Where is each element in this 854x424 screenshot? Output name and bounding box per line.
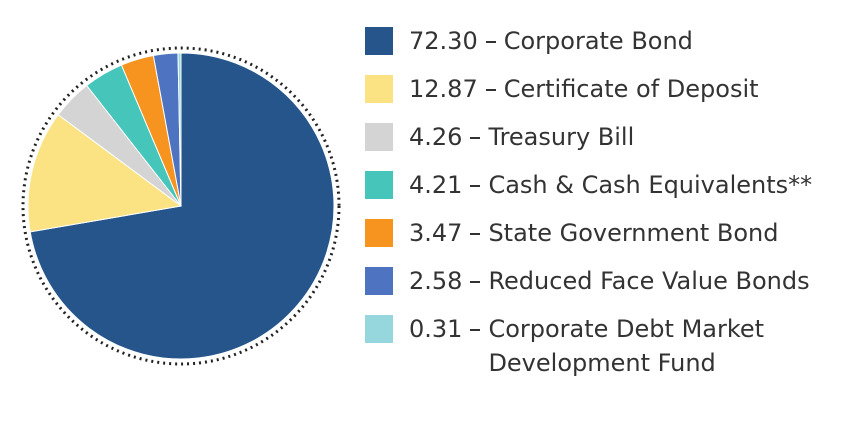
value-label: 3.47 [409,219,463,247]
legend-entry: 0.31 Corporate Debt Market Development Fu… [365,312,845,377]
legend: 72.30 Corporate Bond 12.87 Certificate of D… [365,24,845,377]
legend-swatch [365,123,393,151]
legend-label: Reduced Face Value Bonds [488,267,810,295]
value-label: 0.31 [409,315,463,343]
legend-swatch [365,267,393,295]
separator [470,137,481,139]
value-label: 2.58 [409,267,463,295]
separator [470,233,481,235]
legend-entry: 2.58 Reduced Face Value Bonds [365,264,845,312]
legend-label: State Government Bond [488,219,779,247]
legend-swatch [365,27,393,55]
legend-label: Certificate of Deposit [503,75,759,103]
separator [470,329,481,331]
pie-slice [177,52,182,207]
legend-entry: 72.30 Corporate Bond [365,24,845,72]
legend-label: Corporate Debt Market Development Fund [488,315,765,377]
legend-swatch [365,171,393,199]
legend-entry: 4.26 Treasury Bill [365,120,845,168]
legend-label: Treasury Bill [488,123,635,151]
legend-swatch [365,315,393,343]
legend-swatch [365,75,393,103]
legend-swatch [365,219,393,247]
separator [485,41,496,43]
separator [470,185,481,187]
legend-entry: 3.47 State Government Bond [365,216,845,264]
separator [485,89,496,91]
legend-label: Corporate Bond [503,27,693,55]
legend-entry: 4.21 Cash & Cash Equivalents** [365,168,845,216]
pie-slice [27,114,183,233]
legend-label: Cash & Cash Equivalents** [488,171,813,199]
value-label: 72.30 [409,27,478,55]
legend-entry: 12.87 Certificate of Deposit [365,72,845,120]
separator [470,281,481,283]
pie-chart [21,46,341,366]
value-label: 4.26 [409,123,463,151]
pie-outline [21,46,341,366]
value-label: 4.21 [409,171,463,199]
value-label: 12.87 [409,75,478,103]
pie-slice [29,52,335,360]
